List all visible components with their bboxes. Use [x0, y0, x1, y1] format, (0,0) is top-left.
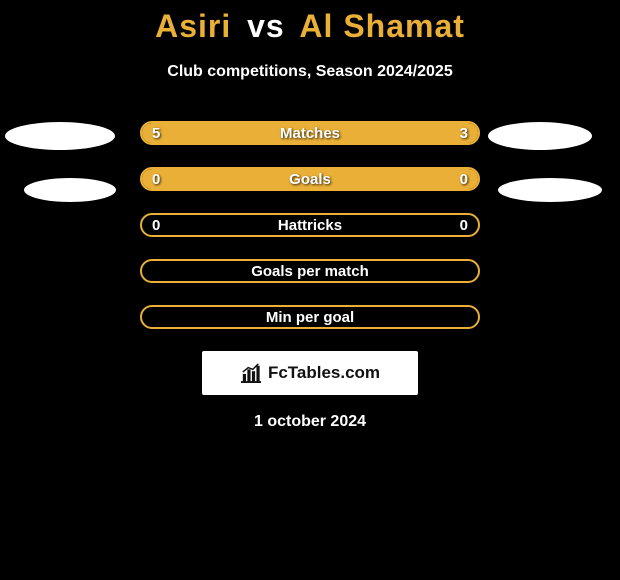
stat-label: Hattricks: [142, 215, 478, 235]
stat-label: Goals per match: [142, 261, 478, 281]
stat-value-right: 0: [460, 169, 468, 189]
stat-value-left: 0: [152, 215, 160, 235]
stat-value-left: 0: [152, 169, 160, 189]
title-vs: vs: [247, 8, 285, 44]
date-text: 1 october 2024: [0, 413, 620, 431]
stat-value-right: 0: [460, 215, 468, 235]
logo-box: FcTables.com: [202, 351, 418, 395]
right-oval: [488, 122, 592, 150]
stat-value-right: 3: [460, 123, 468, 143]
stat-rows: Matches53Goals00Hattricks00Goals per mat…: [140, 121, 480, 329]
subtitle: Club competitions, Season 2024/2025: [0, 63, 620, 81]
logo-text: FcTables.com: [268, 363, 380, 383]
stat-value-left: 5: [152, 123, 160, 143]
bar-chart-icon: [240, 363, 262, 383]
title-player1: Asiri: [155, 8, 231, 44]
stat-row: Goals per match: [140, 259, 480, 283]
stat-row: Matches5 3: [140, 121, 480, 145]
right-oval: [498, 178, 602, 202]
left-oval: [24, 178, 116, 202]
stat-row: Min per goal: [140, 305, 480, 329]
stat-row: Goals0 0: [140, 167, 480, 191]
comparison-card: Asiri vs Al Shamat Club competitions, Se…: [0, 0, 620, 580]
stat-label: Min per goal: [142, 307, 478, 327]
title-player2: Al Shamat: [299, 8, 464, 44]
stat-row: Hattricks0 0: [140, 213, 480, 237]
stat-label: Goals: [142, 169, 478, 189]
stat-label: Matches: [142, 123, 478, 143]
left-oval: [5, 122, 115, 150]
page-title: Asiri vs Al Shamat: [0, 8, 620, 45]
